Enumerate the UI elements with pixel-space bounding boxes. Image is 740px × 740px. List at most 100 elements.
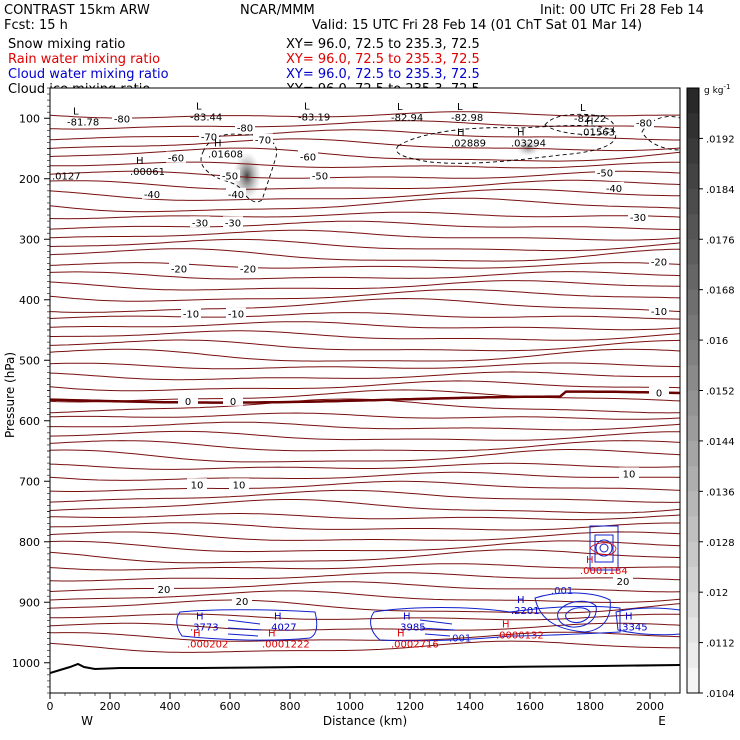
colorbar-tick-label: .012 xyxy=(706,588,728,599)
colorbar-swatch xyxy=(687,88,699,114)
isotherm-label: 20 xyxy=(236,597,249,608)
y-axis-label: Pressure (hPa) xyxy=(3,352,17,438)
extremum-value: -83.19 xyxy=(298,112,330,123)
colorbar-tick-label: .0152 xyxy=(706,387,735,398)
forecast-hour: Fcst: 15 h xyxy=(4,18,68,33)
colorbar-tick-label: .0136 xyxy=(706,487,735,498)
isotherm-label: -60 xyxy=(300,152,316,163)
y-tick-label: 500 xyxy=(19,354,40,367)
colorbar-tick-label: .0184 xyxy=(706,185,735,196)
y-tick-label: 300 xyxy=(19,233,40,246)
extremum-value: .000202 xyxy=(187,639,228,650)
plot-area: -80-80 -80-70 -70-60 -60-50 -50 -50-40 -40-40-… xyxy=(3,88,680,728)
extremum-value: -82.98 xyxy=(451,113,483,124)
isotherm-label: -20 xyxy=(651,258,667,269)
west-label: W xyxy=(81,714,93,728)
colorbar-swatch xyxy=(687,441,699,467)
institution: NCAR/MMM xyxy=(240,3,315,18)
colorbar-swatch xyxy=(687,416,699,442)
y-tick-label: 200 xyxy=(19,173,40,186)
colorbar-swatch xyxy=(687,391,699,417)
colorbar-swatch xyxy=(687,491,699,517)
colorbar-tick-label: .0128 xyxy=(706,538,735,549)
colorbar-swatch xyxy=(687,592,699,618)
x-tick-label: 1200 xyxy=(396,700,424,713)
colorbar-swatch xyxy=(687,315,699,341)
y-tick-label: 100 xyxy=(19,112,40,125)
isotherm-label: -20 xyxy=(240,264,256,275)
extremum-value: -82.94 xyxy=(391,113,423,124)
isotherm-label: 0 xyxy=(185,397,191,408)
isotherm-label: -20 xyxy=(171,264,187,275)
isotherm-label: -50 xyxy=(597,169,613,180)
y-tick-label: 900 xyxy=(19,596,40,609)
extremum-marker: H xyxy=(586,555,594,566)
extremum-value: .02889 xyxy=(451,138,486,149)
extremum-value: .00061 xyxy=(130,167,165,178)
colorbar-unit: g kg-1 xyxy=(704,83,730,96)
extremum-marker: L xyxy=(304,101,310,112)
isotherm-label: -10 xyxy=(651,307,667,318)
x-tick-label: 400 xyxy=(160,700,181,713)
isotherm-label: -40 xyxy=(606,184,622,195)
extremum-value: .2201 xyxy=(511,606,540,617)
extremum-marker: L xyxy=(580,103,586,114)
field-name: Rain water mixing ratio xyxy=(8,52,160,67)
isotherm-label: -60 xyxy=(168,154,184,165)
isotherm-label: -30 xyxy=(192,218,208,229)
extremum-value: .3345 xyxy=(619,622,648,633)
extremum-marker: H xyxy=(586,117,594,128)
isotherm-label: -50 xyxy=(312,172,328,183)
colorbar-swatch xyxy=(687,617,699,643)
colorbar-swatch xyxy=(687,138,699,164)
x-tick-label: 2000 xyxy=(636,700,664,713)
x-tick-label: 1800 xyxy=(576,700,604,713)
y-axis: 100 200 300 400 500 600 700 800 900 1000 xyxy=(12,88,50,693)
extremum-marker: H xyxy=(625,611,633,622)
extremum-value: .0000132 xyxy=(496,630,544,641)
isotherm-label: -40 xyxy=(144,190,160,201)
isotherm-label: -40 xyxy=(228,190,244,201)
y-tick-label: 400 xyxy=(19,294,40,307)
y-tick-label: 1000 xyxy=(12,657,40,670)
extremum-value: -83.44 xyxy=(190,112,222,123)
init-time: Init: 00 UTC Fri 28 Feb 14 xyxy=(540,3,704,18)
isotherm-label: -30 xyxy=(225,218,241,229)
colorbar-tick-label: .0104 xyxy=(706,689,735,700)
extremum-value: .01608 xyxy=(208,149,243,160)
field-xy-range: XY= 96.0, 72.5 to 235.3, 72.5 xyxy=(286,37,480,52)
x-tick-label: 800 xyxy=(280,700,301,713)
colorbar-swatch xyxy=(687,365,699,391)
isotherm-label: 0 xyxy=(656,388,662,399)
x-tick-label: 1400 xyxy=(456,700,484,713)
extremum-value: .03294 xyxy=(511,138,546,149)
x-axis-label: Distance (km) xyxy=(323,714,407,728)
extremum-marker: H xyxy=(196,611,204,622)
extremum-value: .0127 xyxy=(52,172,81,183)
y-tick-label: 700 xyxy=(19,475,40,488)
colorbar-tick-label: .0168 xyxy=(706,286,735,297)
field-name: Cloud water mixing ratio xyxy=(8,67,169,82)
extremum-marker: H xyxy=(502,619,510,630)
isotherm-label: -70 xyxy=(255,135,271,146)
colorbar-swatch xyxy=(687,189,699,215)
field-xy-range: XY= 96.0, 72.5 to 235.3, 72.5 xyxy=(286,52,480,67)
colorbar-swatch xyxy=(687,264,699,290)
isotherm-label: -50 xyxy=(222,172,238,183)
isotherm-label: -80 xyxy=(636,118,652,129)
y-tick-label: 600 xyxy=(19,415,40,428)
colorbar-tick-label: .0144 xyxy=(706,437,735,448)
x-axis: 0 200 400 600 800 1000 1200 1400 1600 1800 2000 xyxy=(47,693,666,713)
field-xy-range: XY= 96.0, 72.5 to 235.3, 72.5 xyxy=(286,67,480,82)
cross-section-figure: CONTRAST 15km ARW NCAR/MMM Init: 00 UTC … xyxy=(0,0,740,740)
x-tick-label: 1000 xyxy=(336,700,364,713)
colorbar-swatch xyxy=(687,668,699,694)
extremum-marker: L xyxy=(397,102,403,113)
colorbar-tick-label: .016 xyxy=(706,336,728,347)
isotherm-label: -10 xyxy=(228,310,244,321)
colorbar-swatch xyxy=(687,567,699,593)
colorbar-tick-label: .0112 xyxy=(706,639,735,650)
valid-time: Valid: 15 UTC Fri 28 Feb 14 (01 ChT Sat … xyxy=(312,18,642,33)
extremum-marker: H xyxy=(517,127,525,138)
header: CONTRAST 15km ARW NCAR/MMM Init: 00 UTC … xyxy=(4,3,704,33)
